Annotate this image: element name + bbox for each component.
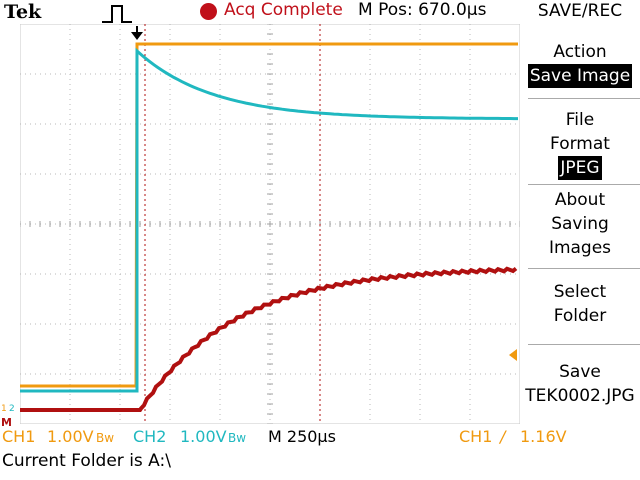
ch2-label[interactable]: CH2 [133, 427, 167, 446]
ch2-waveform [20, 47, 518, 393]
menu-divider [528, 98, 640, 99]
menu-divider [528, 268, 640, 269]
trigger-source[interactable]: CH1 [459, 427, 493, 446]
ch2-scale: 1.00V [180, 427, 227, 446]
file-format-label-1: File [565, 110, 595, 130]
timebase[interactable]: M 250μs [268, 427, 336, 446]
ch2-bandwidth-icon: Bw [228, 431, 247, 445]
about-label-2: Saving [551, 214, 609, 234]
select-label-1: Select [553, 282, 607, 302]
top-status-bar: Tek Acq Complete M Pos: 670.0μs [0, 0, 520, 24]
ch1-ground-marker: 1 [1, 404, 7, 414]
action-value: Save Image [527, 64, 633, 88]
file-format-button[interactable]: File Format JPEG [520, 108, 640, 180]
arrow-down-icon [131, 32, 143, 40]
trigger-slope-icon: / [500, 427, 506, 446]
action-button[interactable]: Action Save Image [520, 40, 640, 88]
file-format-value: JPEG [558, 156, 602, 180]
acquisition-indicator-icon [200, 3, 217, 20]
file-format-label-2: Format [550, 134, 610, 154]
ch1-label[interactable]: CH1 [2, 427, 36, 446]
action-label: Action [553, 42, 607, 62]
trigger-level: 1.16V [520, 427, 567, 446]
horizontal-position: M Pos: 670.0μs [358, 0, 487, 20]
acquisition-status: Acq Complete [224, 0, 343, 20]
current-folder: Current Folder is A:\ [2, 451, 171, 471]
ch1-bandwidth-icon: Bw [96, 431, 115, 445]
select-folder-button[interactable]: Select Folder [520, 280, 640, 328]
ch2-ground-marker: 2 [9, 404, 15, 414]
menu-title: SAVE/REC [537, 1, 623, 21]
about-label-3: Images [548, 238, 612, 258]
waveform-display: 1 [20, 24, 520, 424]
menu-divider [528, 184, 640, 185]
side-menu: SAVE/REC Action Save Image File Format J… [520, 0, 640, 424]
select-label-2: Folder [553, 306, 607, 326]
save-filename: TEK0002.JPG [525, 386, 635, 406]
save-label: Save [559, 362, 601, 382]
channel-status-bar: CH1 1.00V Bw CH2 1.00V Bw M 250μs CH1 / … [0, 426, 640, 450]
about-label-1: About [554, 190, 606, 210]
brand-logo: Tek [4, 1, 42, 23]
about-saving-images-button[interactable]: About Saving Images [520, 188, 640, 260]
math-ground-marker: M [1, 416, 12, 429]
math-waveform [20, 266, 518, 412]
menu-divider [528, 344, 640, 345]
ch1-scale: 1.00V [47, 427, 94, 446]
save-button[interactable]: Save TEK0002.JPG [520, 360, 640, 408]
channel-markers: 1 2 M [1, 404, 15, 429]
pulse-icon [102, 5, 132, 23]
arrow-left-icon [509, 349, 517, 361]
